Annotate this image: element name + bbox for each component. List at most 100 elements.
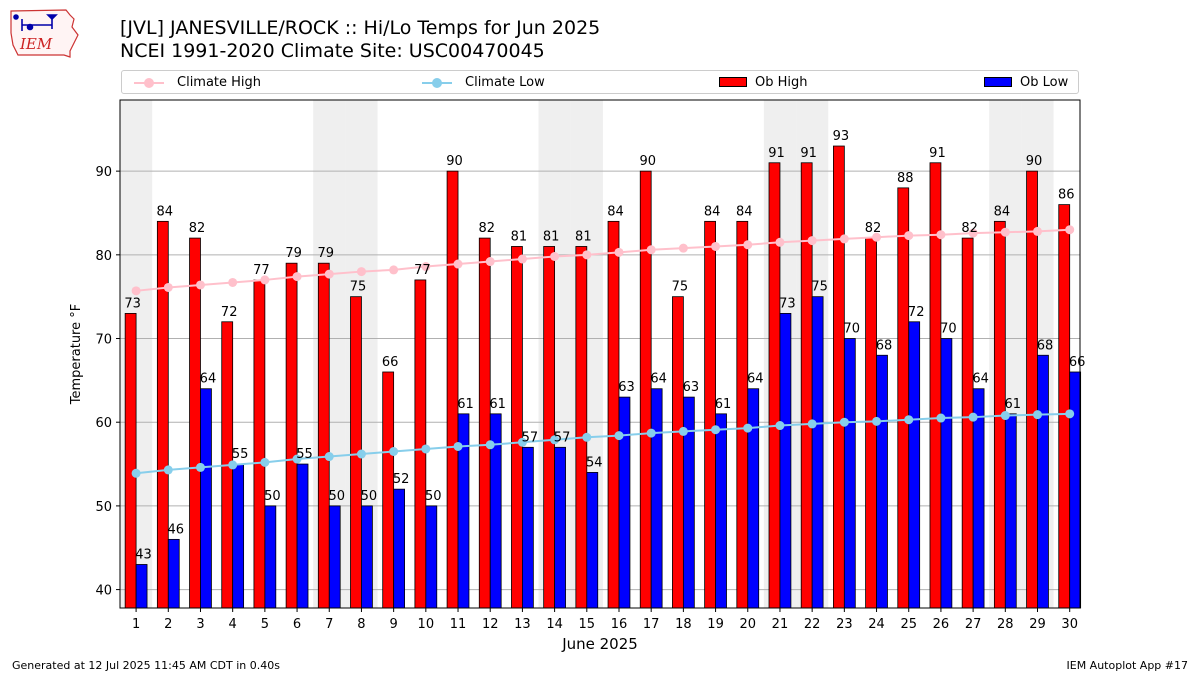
climate-low-point [131,468,141,478]
ob-low-bar [811,296,824,609]
ob-high-bar [833,145,845,609]
legend-item-ob-low: Ob Low [984,74,1080,92]
ob-low-bar [618,396,631,609]
ob-low-bar [393,488,405,609]
climate-high-point [292,272,302,282]
ob-low-bar [908,321,921,609]
ob-high-label: 93 [833,129,850,144]
footer-generated: Generated at 12 Jul 2025 11:45 AM CDT in… [12,659,280,672]
x-tick-label: 27 [965,617,982,632]
x-tick-label: 26 [933,617,950,632]
ob-low-bar [843,338,856,609]
climate-high-point [421,262,431,272]
x-tick-label: 14 [546,617,563,632]
climate-high-point [1033,226,1043,236]
plot-frame [119,99,1081,609]
x-tick-label: 11 [450,617,467,632]
ob-low-label: 43 [135,547,152,562]
ob-high-label: 84 [736,204,753,219]
climate-low-point [517,437,527,447]
x-tick-label: 5 [261,617,269,632]
climate-low-point [163,465,173,475]
climate-high-point [195,280,205,290]
ob-low-bar [715,413,727,609]
climate-high-point [968,228,978,238]
ob-low-label: 68 [1037,338,1054,353]
legend-item-ob-high: Ob High [719,74,879,92]
ob-high-bar [1058,204,1071,609]
climate-low-point [324,452,334,462]
iowa-outline-icon [10,9,79,58]
x-tick-label: 6 [293,617,301,632]
ob-low-bar [361,505,373,609]
climate-high-point [550,252,560,262]
ob-high-bar [414,279,427,609]
ob-high-bar [253,279,266,609]
x-tick-label: 12 [482,617,499,632]
ob-high-label: 66 [382,355,399,370]
ob-low-label: 68 [876,338,893,353]
ob-high-label: 81 [543,229,560,244]
ob-high-label: 91 [929,146,946,161]
ob-low-bar [264,505,277,609]
ob-low-label: 55 [232,447,249,462]
ob-low-label: 57 [554,430,571,445]
ob-high-bar [736,220,749,609]
ob-high-bar [929,162,942,609]
ob-low-bar [1069,371,1082,609]
ob-low-label: 61 [489,397,506,412]
x-tick-label: 3 [196,617,204,632]
climate-low-point [195,462,205,472]
ob-low-label: 52 [393,472,410,487]
ob-low-label: 64 [972,372,989,387]
climate-low-point [904,415,914,425]
climate-low-point [260,457,270,467]
ob-low-label: 50 [425,489,442,504]
x-tick-label: 25 [900,617,917,632]
ob-low-label: 57 [522,430,539,445]
ob-low-bar [232,463,245,609]
climate-high-point [872,232,882,242]
legend-bar-swatch [984,77,1012,87]
ob-low-bar [425,505,438,609]
legend-label: Climate High [177,75,262,90]
x-tick-label: 29 [1029,617,1046,632]
footer-app-id: IEM Autoplot App #17 [1066,659,1189,672]
climate-low-point [614,431,624,441]
ob-high-bar [446,170,459,609]
ob-low-label: 63 [618,380,635,395]
climate-low-point [1000,411,1010,421]
x-tick-label: 2 [164,617,172,632]
climate-low-point [389,446,399,456]
ob-low-bar [200,388,212,609]
x-tick-label: 16 [611,617,628,632]
ob-high-bar [124,313,137,609]
x-tick-label: 20 [739,617,756,632]
ob-low-label: 61 [457,397,474,412]
y-tick-label: 70 [95,333,112,348]
ob-high-bar [285,262,298,609]
climate-high-point [485,257,495,267]
ob-low-label: 50 [264,489,281,504]
ob-high-bar [672,296,684,609]
legend-label: Ob Low [1020,75,1069,90]
ob-high-label: 90 [639,154,656,169]
climate-high-point [389,265,399,275]
y-axis-label: Temperature °F [69,304,84,405]
ob-high-bar [189,237,201,609]
ob-high-label: 81 [511,229,528,244]
climate-low-point [421,444,431,454]
ob-high-label: 82 [189,221,206,236]
legend-marker-swatch [144,78,154,88]
ob-high-bar [543,246,556,609]
ob-low-bar [522,446,534,609]
ob-low-label: 46 [167,522,184,537]
x-tick-label: 1 [132,617,140,632]
x-tick-label: 24 [868,617,885,632]
climate-low-point [807,419,817,429]
ob-low-bar [586,472,599,609]
climate-high-point [1000,227,1010,237]
logo-text: IEM [19,35,53,53]
x-tick-label: 7 [325,617,333,632]
